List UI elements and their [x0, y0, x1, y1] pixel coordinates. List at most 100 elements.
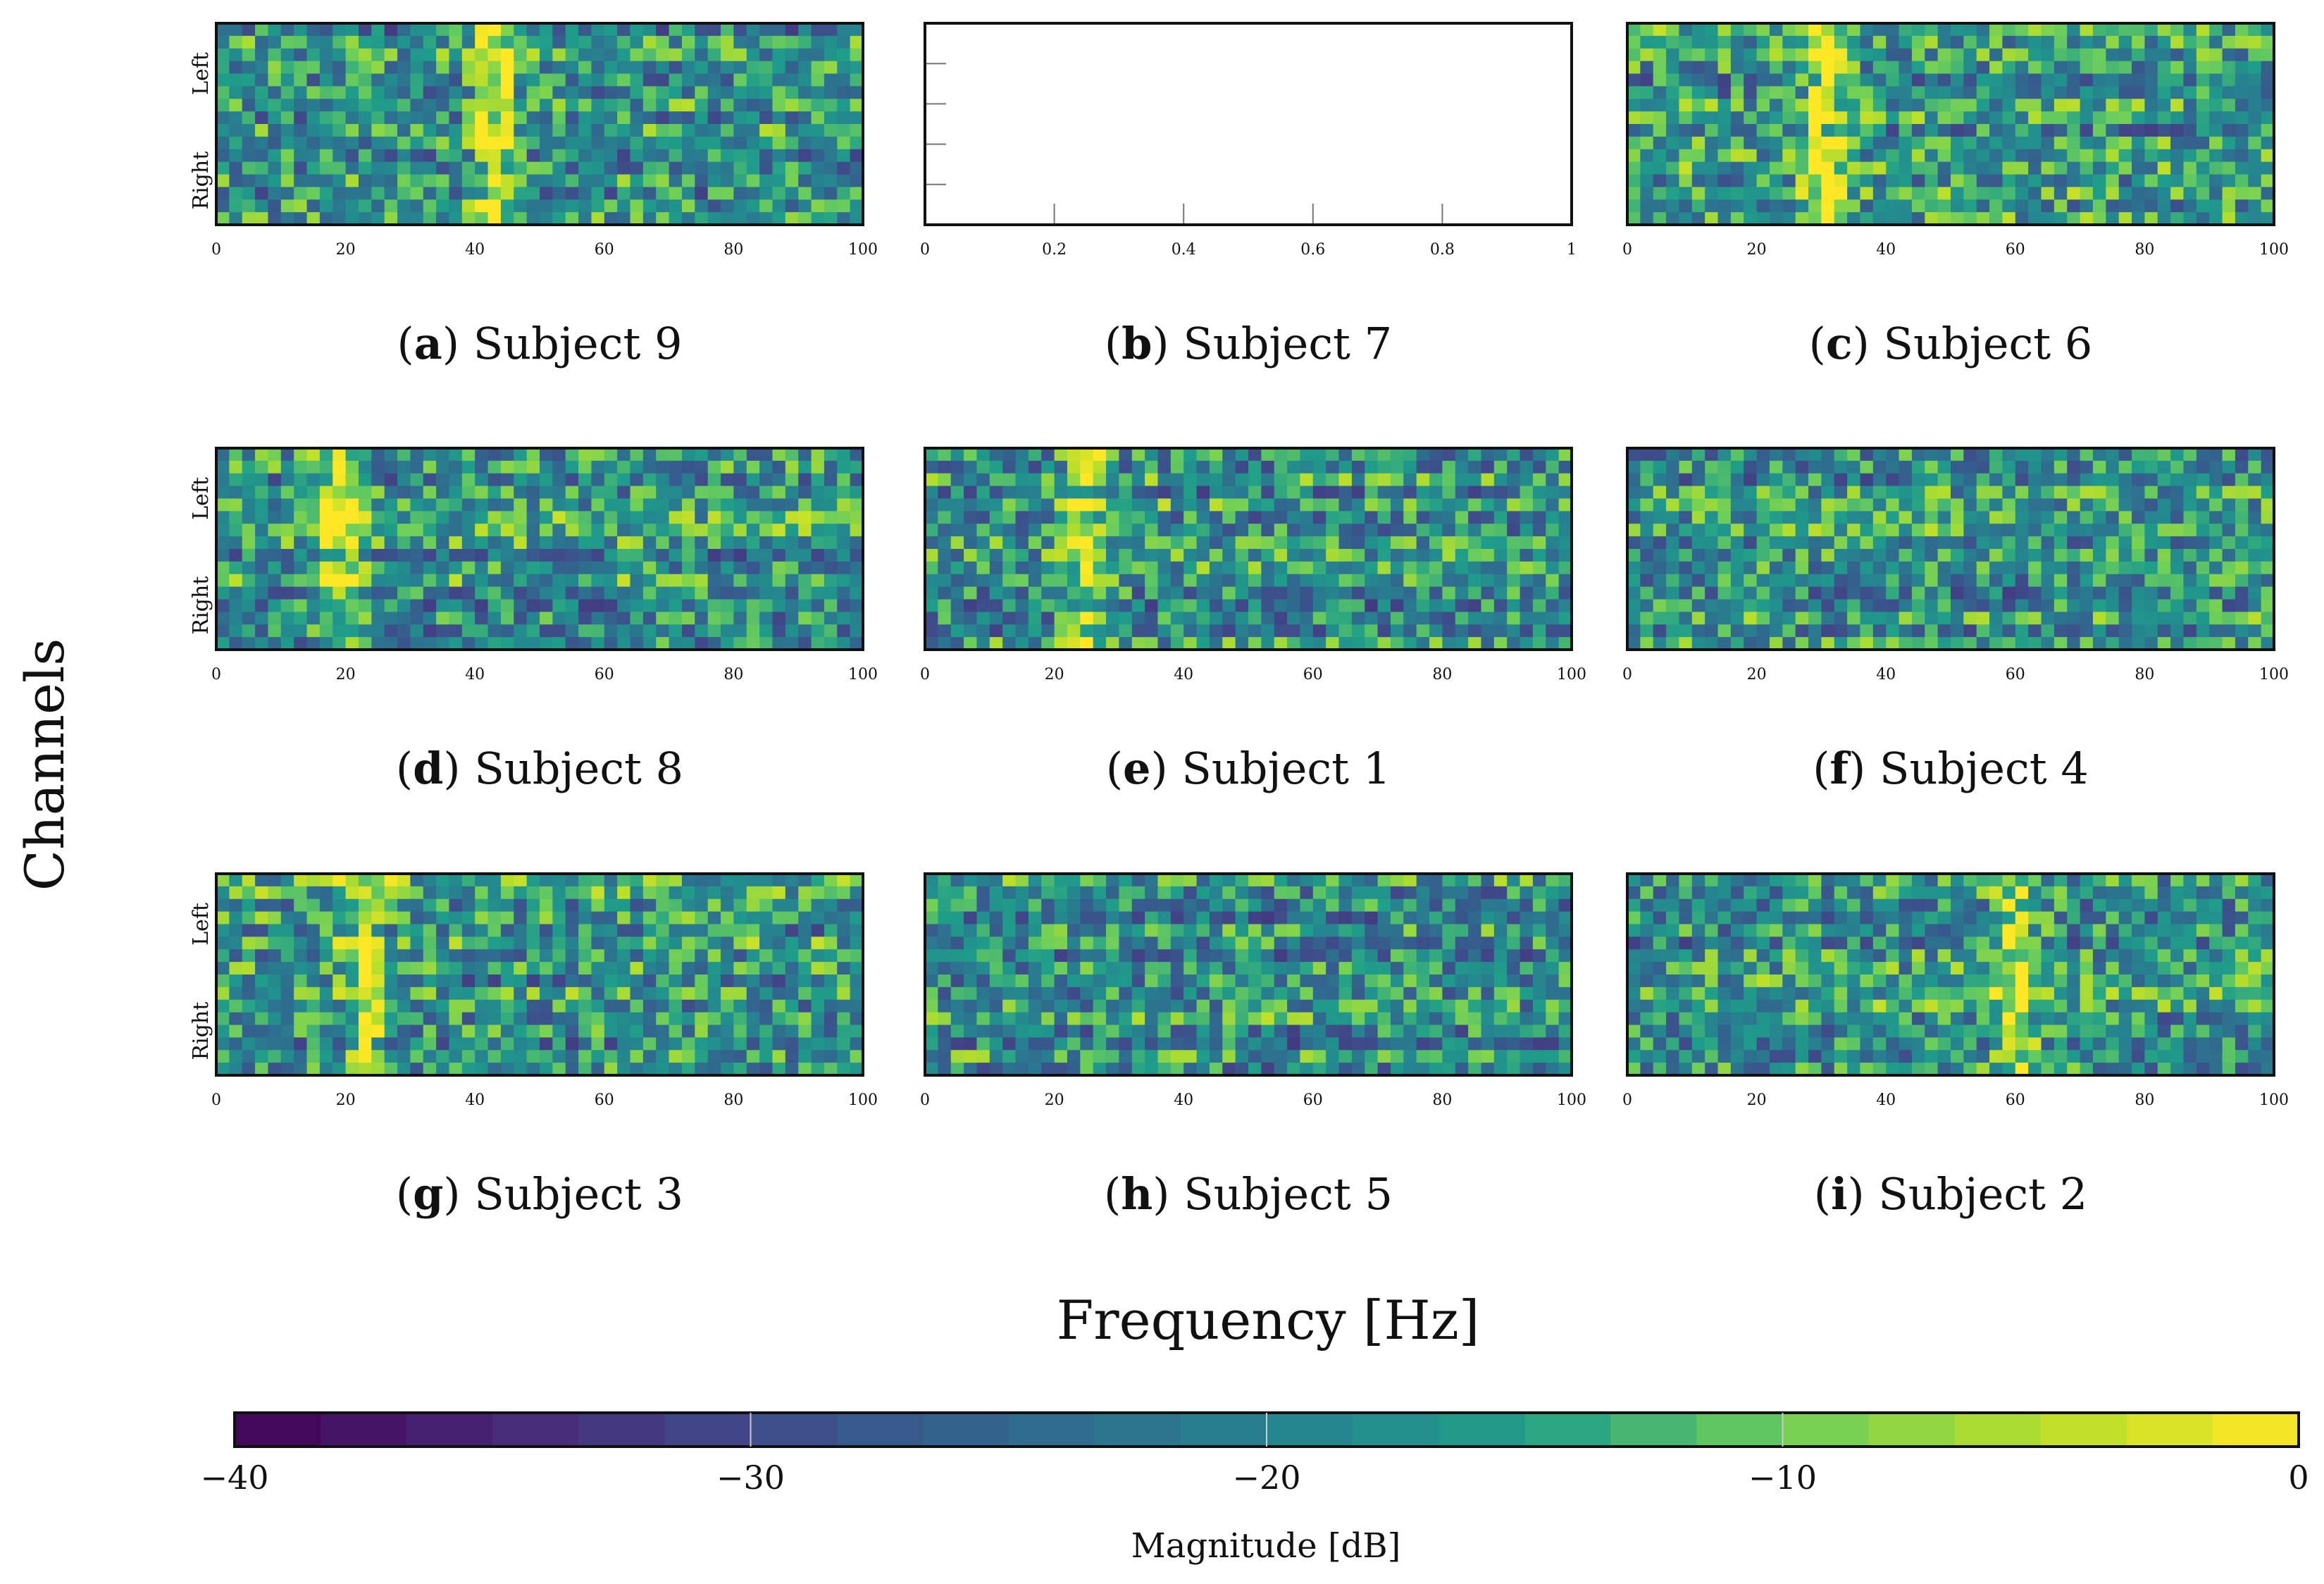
- heatmap-cell: [514, 874, 528, 887]
- heatmap-cell: [1183, 886, 1198, 900]
- heatmap-cell: [358, 187, 372, 200]
- heatmap-cell: [630, 111, 644, 125]
- heatmap-cell: [216, 1037, 230, 1051]
- heatmap-cell: [2144, 124, 2158, 137]
- heatmap-cell: [1730, 586, 1744, 600]
- heatmap-cell: [1627, 73, 1641, 87]
- heatmap-cell: [1507, 498, 1521, 512]
- heatmap-cell: [1183, 624, 1198, 638]
- heatmap-cell: [1300, 637, 1314, 650]
- heatmap-cell: [2092, 73, 2106, 87]
- heatmap-cell: [410, 61, 424, 75]
- heatmap-cell: [1653, 61, 1667, 75]
- heatmap-cell: [526, 1050, 540, 1063]
- heatmap-cell: [837, 637, 851, 650]
- heatmap-cell: [1808, 23, 1822, 37]
- heatmap-cell: [604, 99, 618, 112]
- heatmap-cell: [1403, 612, 1417, 625]
- heatmap-cell: [2002, 161, 2016, 175]
- heatmap-cell: [540, 161, 553, 175]
- heatmap-cell: [2261, 524, 2275, 537]
- heatmap-cell: [1442, 599, 1456, 612]
- heatmap-cell: [1951, 473, 1964, 487]
- heatmap-cell: [1300, 511, 1314, 524]
- heatmap-cell: [989, 511, 1003, 524]
- heatmap-cell: [1222, 536, 1236, 550]
- heatmap-cell: [837, 962, 851, 975]
- heatmap-cell: [242, 23, 256, 37]
- heatmap-cell: [526, 874, 540, 887]
- heatmap-cell: [371, 149, 385, 163]
- heatmap-cell: [487, 874, 502, 887]
- heatmap-cell: [707, 174, 721, 187]
- heatmap-cell: [1782, 99, 1796, 112]
- heatmap-cell: [721, 574, 734, 588]
- heatmap-cell: [1326, 586, 1340, 600]
- heatmap-cell: [461, 962, 476, 975]
- heatmap-cell: [294, 161, 308, 175]
- heatmap-cell: [850, 936, 864, 950]
- heatmap-cell: [1015, 574, 1029, 588]
- heatmap-cell: [811, 574, 825, 588]
- heatmap-cell: [1558, 624, 1572, 638]
- heatmap-cell: [1847, 498, 1861, 512]
- heatmap-cell: [306, 911, 321, 925]
- heatmap-cell: [319, 962, 333, 975]
- heatmap-cell: [1730, 73, 1744, 87]
- heatmap-cell: [1157, 612, 1172, 625]
- heatmap-cell: [2222, 549, 2236, 562]
- heatmap-cell: [397, 1050, 411, 1063]
- heatmap-cell: [242, 473, 256, 487]
- heatmap-cell: [500, 460, 514, 474]
- heatmap-cell: [591, 187, 605, 200]
- heatmap-cell: [1989, 187, 2003, 200]
- heatmap-cell: [811, 136, 825, 150]
- heatmap-cell: [1963, 48, 1977, 62]
- heatmap-cell: [1989, 48, 2003, 62]
- heatmap-cell: [345, 1050, 359, 1063]
- heatmap-cell: [604, 473, 618, 487]
- heatmap-cell: [1157, 473, 1172, 487]
- heatmap-cell: [552, 448, 566, 462]
- x-tick-label: 60: [1303, 666, 1323, 683]
- heatmap-cell: [306, 448, 321, 462]
- heatmap-cell: [850, 498, 864, 512]
- heatmap-cell: [2235, 524, 2249, 537]
- heatmap-cell: [1860, 23, 1874, 37]
- heatmap-cell: [1640, 124, 1654, 137]
- heatmap-cell: [1287, 498, 1301, 512]
- heatmap-cell: [695, 986, 709, 1001]
- heatmap-cell: [1705, 124, 1719, 137]
- heatmap-cell: [2196, 549, 2210, 562]
- heatmap-cell: [306, 485, 321, 500]
- heatmap-cell: [1951, 549, 1964, 562]
- heatmap-cell: [2261, 637, 2275, 650]
- heatmap-cell: [1976, 73, 1990, 87]
- x-tick-label: 0: [1622, 666, 1632, 683]
- heatmap-cell: [1300, 612, 1314, 625]
- heatmap-cell: [565, 999, 579, 1013]
- heatmap-cell: [1468, 549, 1482, 562]
- heatmap-cell: [1312, 574, 1326, 588]
- heatmap-cell: [2028, 86, 2042, 99]
- heatmap-cell: [1705, 498, 1719, 512]
- heatmap-cell: [384, 874, 398, 887]
- heatmap-cell: [1782, 561, 1796, 575]
- heatmap-cell: [2028, 124, 2042, 137]
- heatmap-cell: [1520, 599, 1534, 612]
- heatmap-cell: [1951, 574, 1964, 588]
- heatmap-cell: [2118, 549, 2132, 562]
- heatmap-cell: [500, 549, 514, 562]
- heatmap-cell: [1106, 460, 1119, 474]
- heatmap-cell: [707, 111, 721, 125]
- heatmap-cell: [2196, 212, 2210, 225]
- heatmap-cell: [604, 212, 618, 225]
- heatmap-cell: [578, 99, 592, 112]
- heatmap-cell: [565, 886, 579, 900]
- heatmap-cell: [1157, 624, 1172, 638]
- heatmap-cell: [319, 599, 333, 612]
- heatmap-cell: [371, 898, 385, 912]
- heatmap-cell: [617, 524, 631, 537]
- heatmap-cell: [2067, 473, 2081, 487]
- heatmap-cell: [837, 949, 851, 963]
